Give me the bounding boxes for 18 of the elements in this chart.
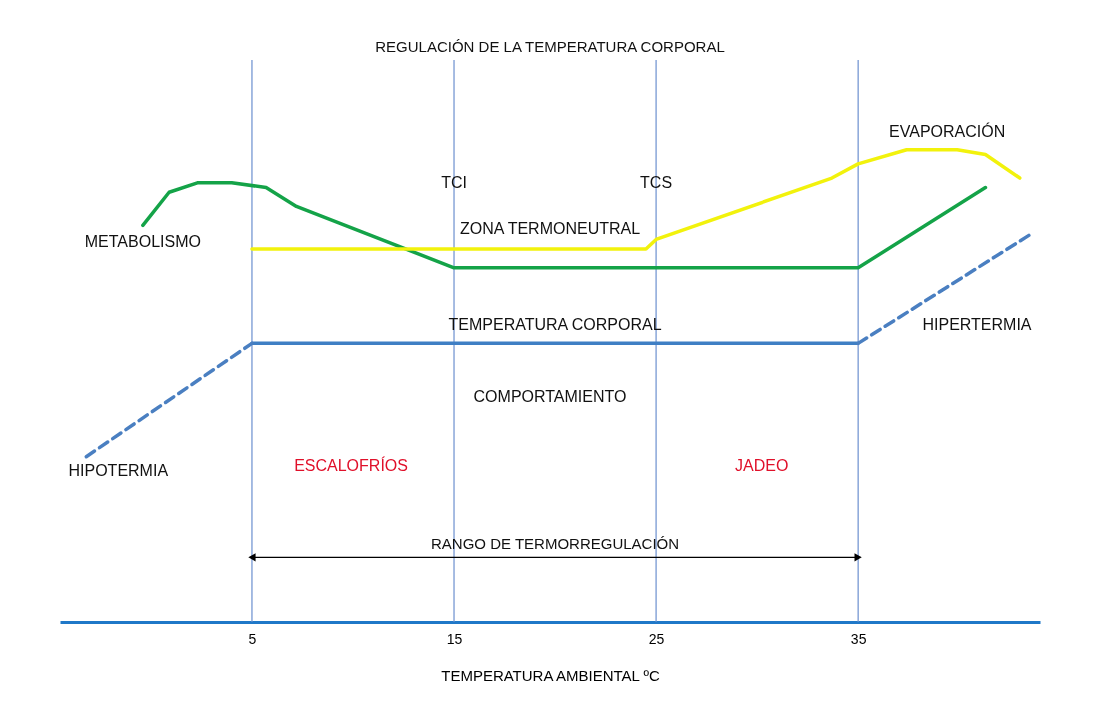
series-label: HIPOTERMIA — [68, 461, 169, 479]
annotation: ZONA TERMONEUTRAL — [459, 219, 641, 237]
annotation: COMPORTAMIENTO — [473, 388, 627, 406]
series-label: EVAPORACIÓN — [889, 121, 1006, 140]
x-tick-label: 35 — [850, 630, 867, 647]
annotation: TCI — [441, 173, 467, 191]
chart-title: REGULACIÓN DE LA TEMPERATURA CORPORAL — [375, 38, 725, 56]
annotation: JADEO — [735, 457, 789, 475]
x-tick-label: 5 — [248, 630, 257, 647]
x-axis-title: TEMPERATURA AMBIENTAL ºC — [441, 666, 660, 684]
series-label: METABOLISMO — [84, 233, 201, 251]
x-tick-label: 15 — [446, 630, 463, 647]
series-label: HIPERTERMIA — [922, 316, 1032, 334]
annotation: RANGO DE TERMORREGULACIÓN — [431, 535, 680, 553]
series-label: TEMPERATURA CORPORAL — [448, 316, 662, 334]
annotation: TCS — [640, 173, 673, 191]
annotation: ESCALOFRÍOS — [294, 456, 408, 475]
x-tick-label: 25 — [648, 630, 665, 647]
